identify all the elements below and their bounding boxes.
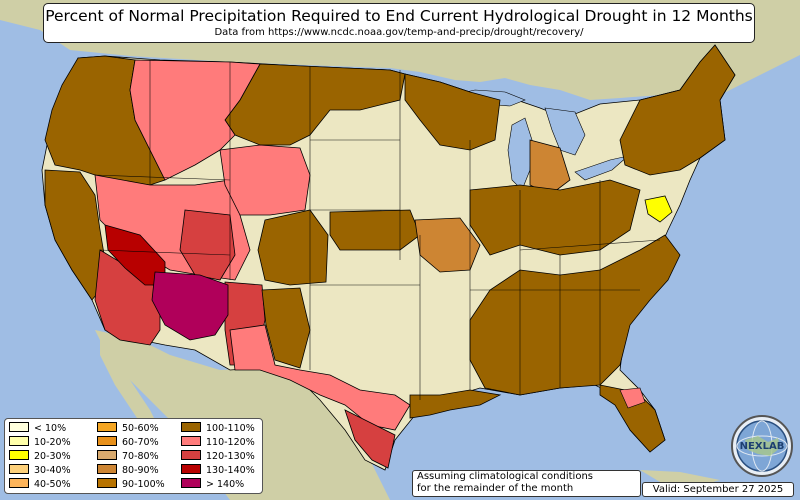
- legend-swatch: [181, 478, 201, 488]
- lake-michigan: [507, 117, 533, 191]
- legend-label: 110-120%: [206, 437, 255, 448]
- legend-label: 80-90%: [122, 465, 159, 476]
- map-title: Percent of Normal Precipitation Required…: [45, 7, 753, 25]
- region-northeast: [619, 44, 736, 176]
- legend-item: 40-50%: [9, 478, 71, 491]
- region-kansas-band: [329, 209, 421, 251]
- legend-item: 110-120%: [181, 436, 255, 449]
- legend-item: 30-40%: [9, 464, 71, 477]
- region-arizona-core: [151, 271, 229, 341]
- legend-item: 120-130%: [181, 450, 255, 463]
- legend-swatch: [9, 422, 29, 432]
- legend-label: 10-20%: [34, 437, 71, 448]
- legend-swatch: [9, 464, 29, 474]
- legend-swatch: [181, 422, 201, 432]
- note-line-1: Assuming climatological conditions: [417, 471, 593, 482]
- legend-swatch: [181, 450, 201, 460]
- logo-text: NEXLAB: [740, 441, 785, 452]
- legend-label: > 140%: [206, 479, 245, 490]
- legend-item: 20-30%: [9, 450, 71, 463]
- legend-swatch: [97, 478, 117, 488]
- legend-swatch: [9, 436, 29, 446]
- legend-swatch: [181, 464, 201, 474]
- legend: < 10% 10-20% 20-30% 30-40% 40-50% 50-60%…: [4, 418, 263, 494]
- mexico-land: [95, 330, 390, 500]
- assumption-note: Assuming climatological conditions for t…: [412, 470, 641, 497]
- legend-label: 20-30%: [34, 451, 71, 462]
- legend-label: 50-60%: [122, 423, 159, 434]
- legend-swatch: [9, 450, 29, 460]
- legend-item: 100-110%: [181, 422, 255, 435]
- legend-label: < 10%: [34, 423, 67, 434]
- legend-item: 10-20%: [9, 436, 71, 449]
- legend-item: < 10%: [9, 422, 66, 435]
- map-subtitle: Data from https://www.ncdc.noaa.gov/temp…: [214, 27, 584, 38]
- legend-item: 90-100%: [97, 478, 165, 491]
- title-box: Percent of Normal Precipitation Required…: [43, 3, 755, 43]
- region-michigan: [529, 139, 571, 196]
- legend-item: 130-140%: [181, 464, 255, 477]
- legend-item: 50-60%: [97, 422, 159, 435]
- valid-date: Valid: September 27 2025: [642, 482, 794, 497]
- legend-swatch: [97, 450, 117, 460]
- legend-label: 70-80%: [122, 451, 159, 462]
- legend-swatch: [181, 436, 201, 446]
- region-ohio-valley: [469, 179, 641, 256]
- baja-land: [100, 335, 165, 445]
- region-colorado-east: [257, 209, 329, 286]
- lake-erie: [574, 155, 629, 181]
- note-line-2: for the remainder of the month: [417, 483, 574, 494]
- legend-label: 130-140%: [206, 465, 255, 476]
- state-borders: [94, 60, 661, 400]
- legend-item: 70-80%: [97, 450, 159, 463]
- legend-swatch: [97, 422, 117, 432]
- legend-swatch: [9, 478, 29, 488]
- legend-item: 80-90%: [97, 464, 159, 477]
- region-florida-east: [619, 387, 646, 409]
- legend-label: 30-40%: [34, 465, 71, 476]
- legend-swatch: [97, 464, 117, 474]
- region-texas-panhandle: [261, 287, 311, 369]
- region-texas-south: [344, 409, 396, 469]
- legend-item: > 140%: [181, 478, 244, 491]
- lake-huron: [544, 107, 586, 156]
- legend-item: 60-70%: [97, 436, 159, 449]
- legend-swatch: [97, 436, 117, 446]
- legend-label: 60-70%: [122, 437, 159, 448]
- legend-label: 90-100%: [122, 479, 165, 490]
- region-texas-west: [229, 324, 411, 431]
- region-great-lakes: [404, 73, 501, 151]
- globe-logo-icon: NEXLAB: [731, 415, 793, 477]
- region-gulf-coast: [409, 389, 502, 419]
- legend-label: 120-130%: [206, 451, 255, 462]
- region-maryland: [644, 195, 673, 223]
- legend-label: 40-50%: [34, 479, 71, 490]
- legend-label: 100-110%: [206, 423, 255, 434]
